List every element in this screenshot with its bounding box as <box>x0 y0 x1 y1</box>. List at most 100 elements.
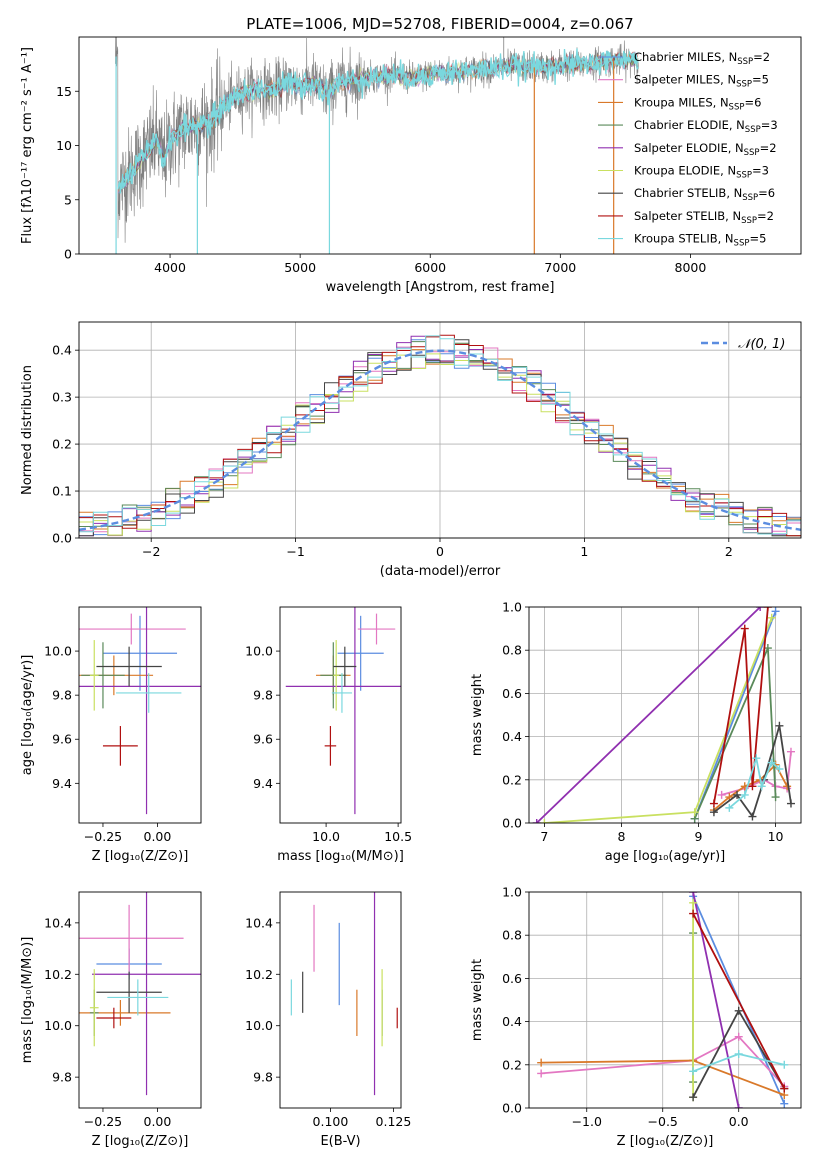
series-salpeter-stelib <box>709 607 772 808</box>
plot-area <box>79 607 201 815</box>
series-marker <box>537 1058 546 1067</box>
series-marker <box>717 790 726 799</box>
legend-label: Chabrier STELIB, NSSP=6 <box>634 186 775 203</box>
x-tick-label: 10 <box>768 829 784 844</box>
y-tick-label: 10.4 <box>44 915 72 930</box>
y-tick-label: 0.2 <box>502 1057 522 1072</box>
errorbar-salpeter-miles <box>357 613 396 645</box>
x-axis-label: Z [log₁₀(Z/Z⊙)] <box>92 849 189 864</box>
x-tick-label: −1.0 <box>572 1114 602 1129</box>
series-marker <box>540 819 549 823</box>
x-axis-label: mass [log₁₀(M/M⊙)] <box>277 849 404 864</box>
y-tick-label: 0 <box>64 247 72 262</box>
data-spectrum <box>115 37 639 243</box>
x-tick-label: 0.125 <box>376 1114 412 1129</box>
x-tick-label: 0.00 <box>144 829 172 844</box>
x-tick-label: 1 <box>580 544 588 559</box>
y-tick-label: 10.4 <box>245 915 273 930</box>
plot-area <box>290 892 398 1096</box>
series-line <box>693 610 777 820</box>
series-marker <box>709 808 718 817</box>
errorbar-chabrier-miles <box>102 615 178 691</box>
legend-label: Chabrier MILES, NSSP=2 <box>634 50 770 67</box>
y-axis-label: mass weight <box>470 674 485 756</box>
x-tick-label: 9 <box>695 829 703 844</box>
x-tick-label: 7 <box>540 829 548 844</box>
axes-frame <box>78 891 202 1109</box>
x-axis-label: Z [log₁₀(Z/Z⊙)] <box>92 1134 189 1149</box>
series-marker <box>763 607 772 611</box>
y-tick-label: 9.8 <box>253 688 273 703</box>
y-tick-label: 0.4 <box>52 343 72 358</box>
y-tick-label: 0.6 <box>502 686 522 701</box>
series-marker <box>775 765 784 773</box>
y-tick-label: 10.0 <box>44 1018 72 1033</box>
y-tick-label: 0.0 <box>502 816 522 831</box>
panel-mass-weight-vs-age: 7 8 9 10 0.0 0.2 0.4 0.6 0.8 1.0 age [log₁₀(age/yr… <box>470 600 802 864</box>
series-kroupa-stelib <box>725 754 784 812</box>
errorbar-salpeter-stelib <box>324 726 337 766</box>
plot-area <box>79 892 201 1096</box>
series-marker <box>780 1084 789 1093</box>
legend-label: Kroupa ELODIE, NSSP=3 <box>634 164 769 181</box>
y-tick-label: 9.4 <box>253 776 273 791</box>
axes-frame <box>528 891 802 1109</box>
axes-frame <box>78 606 202 824</box>
y-tick-label: 0.2 <box>502 772 522 787</box>
axes-frame <box>528 606 802 824</box>
y-tick-label: 15 <box>56 84 72 99</box>
x-tick-label: −0.25 <box>84 1114 122 1129</box>
model-chabrier-miles <box>117 51 638 194</box>
histogram-kroupa-stelib <box>79 335 801 535</box>
figure-title: PLATE=1006, MJD=52708, FIBERID=0004, z=0… <box>246 15 633 33</box>
errorbar-salpeter-miles <box>79 904 184 972</box>
x-tick-label: 0.100 <box>313 1114 349 1129</box>
series-marker <box>757 782 766 791</box>
errorbar-kroupa-elodie <box>89 969 99 1047</box>
plot-area <box>537 892 789 1108</box>
series-marker <box>689 1067 698 1076</box>
panel-residuals: −2 −1 0 1 2 0.0 0.1 0.2 0.3 0.4 (data-model)/error… <box>20 321 802 579</box>
legend-label: Kroupa STELIB, NSSP=5 <box>634 232 766 249</box>
series-marker <box>709 799 718 808</box>
x-tick-label: 0 <box>436 544 444 559</box>
series-marker <box>767 758 776 767</box>
x-tick-label: 5000 <box>284 260 316 275</box>
y-tick-label: 9.4 <box>52 776 72 791</box>
x-axis-label: Z [log₁₀(Z/Z⊙)] <box>617 1134 714 1149</box>
x-tick-label: 4000 <box>154 260 186 275</box>
legend-label: Salpeter MILES, NSSP=5 <box>634 73 769 90</box>
series-salpeter-elodie <box>532 607 765 823</box>
y-tick-label: 0.2 <box>52 437 72 452</box>
legend-label: 𝒩(0, 1) <box>738 337 785 352</box>
x-tick-label: 10.5 <box>384 829 412 844</box>
series-marker <box>786 747 795 756</box>
x-tick-label: 7000 <box>544 260 576 275</box>
y-tick-label: 9.8 <box>253 1070 273 1085</box>
x-axis-label: age [log₁₀(age/yr)] <box>605 849 726 864</box>
series-kroupa-stelib <box>689 1050 789 1076</box>
panel-age-vs-Z: −0.25 0.00 9.4 9.6 9.8 10.0 Z [log₁₀(Z/Z⊙)] age… <box>20 606 202 864</box>
errorbar-salpeter-elodie <box>92 892 201 1096</box>
errorbar-chabrier-stelib <box>333 646 357 687</box>
model-kroupa-elodie <box>119 53 638 189</box>
y-tick-label: 10 <box>56 138 72 153</box>
errorbar-chabrier-elodie <box>81 642 125 709</box>
panel-mass-weight-vs-Z: −1.0 −0.5 0.0 0.0 0.2 0.4 0.6 0.8 1.0 Z [log₁₀(Z/… <box>470 885 802 1149</box>
errorbar-kroupa-stelib <box>331 673 353 713</box>
x-axis-label: E(B-V) <box>320 1134 360 1149</box>
series-marker <box>752 754 761 763</box>
y-tick-label: 0.0 <box>502 1101 522 1116</box>
series-salpeter-stelib <box>689 909 789 1093</box>
y-tick-label: 0.4 <box>502 729 522 744</box>
series-marker <box>780 1060 789 1069</box>
x-tick-label: −0.25 <box>84 829 122 844</box>
legend-label: Chabrier ELODIE, NSSP=3 <box>634 118 778 135</box>
series-line <box>692 892 740 1108</box>
errorbar-kroupa-stelib <box>107 979 169 1016</box>
plot-area <box>115 37 639 254</box>
x-tick-label: 6000 <box>414 260 446 275</box>
series-marker <box>756 607 765 611</box>
panel-mass-vs-Z: −0.25 0.00 9.8 10.0 10.2 10.4 Z [log₁₀(Z/Z⊙)] m… <box>20 891 202 1149</box>
